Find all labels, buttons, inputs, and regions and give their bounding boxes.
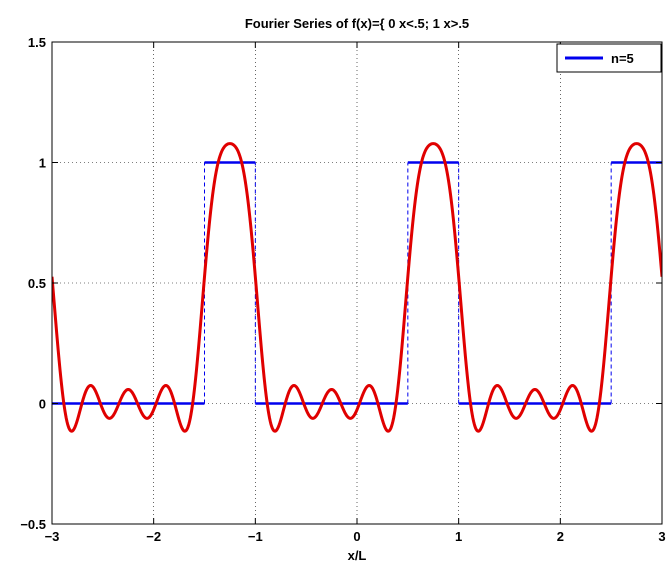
fourier-sum-line-n5 [52, 142, 662, 433]
x-tick-label: 2 [557, 529, 564, 544]
x-tick-label: 1 [455, 529, 462, 544]
x-tick-label: 0 [353, 529, 360, 544]
y-tick-label: −0.5 [20, 517, 46, 532]
axis-ticks: −3 −2 −1 0 1 2 3 −0.5 0 0.5 1 1.5 [20, 35, 665, 544]
grid-lines [52, 42, 662, 524]
x-tick-label: 3 [658, 529, 665, 544]
y-tick-label: 0.5 [28, 276, 46, 291]
plot-area [52, 142, 662, 433]
y-tick-label: 0 [39, 397, 46, 412]
x-axis-label: x/L [348, 548, 367, 563]
legend-label-n5: n=5 [611, 51, 634, 66]
y-tick-label: 1.5 [28, 35, 46, 50]
y-tick-label: 1 [39, 156, 46, 171]
x-tick-label: −3 [45, 529, 60, 544]
x-tick-label: −2 [146, 529, 161, 544]
legend: n=5 [556, 43, 662, 73]
chart-title: Fourier Series of f(x)={ 0 x<.5; 1 x>.5 [245, 16, 469, 31]
x-tick-label: −1 [248, 529, 263, 544]
